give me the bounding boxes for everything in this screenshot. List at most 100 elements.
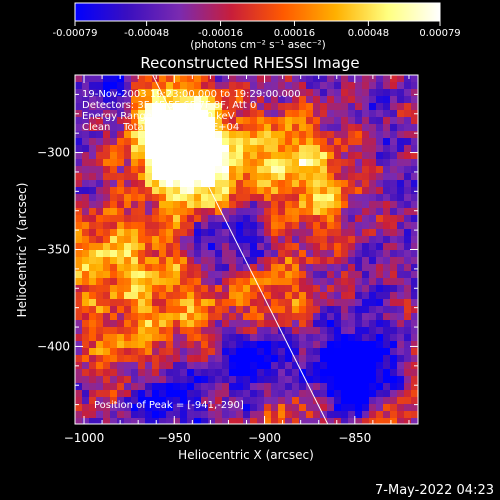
heatmap-cell [264,362,272,370]
heatmap-cell [362,334,370,342]
heatmap-cell [159,236,167,244]
heatmap-cell [362,159,370,167]
heatmap-cell [383,292,391,300]
heatmap-cell [75,145,83,153]
heatmap-cell [299,236,307,244]
heatmap-cell [383,145,391,153]
heatmap-cell [138,173,146,181]
heatmap-cell [138,124,146,132]
heatmap-cell [306,229,314,237]
heatmap-cell [173,369,181,377]
heatmap-cell [257,257,265,265]
heatmap-cell [250,313,258,321]
heatmap-cell [397,334,405,342]
heatmap-cell [166,278,174,286]
heatmap-cell [334,173,342,181]
heatmap-cell [89,355,97,363]
heatmap-cell [313,103,321,111]
heatmap-cell [215,397,223,405]
heatmap-cell [187,131,195,139]
heatmap-cell [313,173,321,181]
heatmap-cell [390,306,398,314]
heatmap-cell [110,152,118,160]
heatmap-cell [131,390,139,398]
heatmap-cell [110,418,118,424]
heatmap-cell [201,89,209,97]
heatmap-cell [306,341,314,349]
heatmap-cell [180,166,188,174]
heatmap-cell [278,250,286,258]
heatmap-cell [243,110,251,118]
heatmap-cell [306,383,314,391]
heatmap-cell [271,299,279,307]
heatmap-cell [117,166,125,174]
heatmap-cell [278,257,286,265]
heatmap-cell [82,278,90,286]
heatmap-cell [124,229,132,237]
heatmap-cell [411,159,418,167]
heatmap-cell [362,166,370,174]
heatmap-cell [411,173,418,181]
heatmap-cell [411,418,418,424]
heatmap-cell [271,229,279,237]
heatmap-cell [341,313,349,321]
heatmap-cell [138,306,146,314]
heatmap-cell [117,411,125,419]
heatmap-cell [299,173,307,181]
heatmap-cell [271,257,279,265]
heatmap-cell [82,306,90,314]
heatmap-cell [201,173,209,181]
heatmap-cell [201,180,209,188]
heatmap-cell [362,313,370,321]
heatmap-cell [138,327,146,335]
heatmap-cell [110,166,118,174]
heatmap-cell [131,404,139,412]
heatmap-cell [376,334,384,342]
heatmap-cell [75,320,83,328]
heatmap-cell [257,264,265,272]
heatmap-cell [229,299,237,307]
heatmap-cell [89,201,97,209]
heatmap-cell [173,264,181,272]
heatmap-cell [236,313,244,321]
y-axis-label: Heliocentric Y (arcsec) [15,183,29,318]
heatmap-cell [243,411,251,419]
heatmap-cell [397,313,405,321]
heatmap-cell [222,124,230,132]
heatmap-cell [411,236,418,244]
heatmap-cell [194,362,202,370]
heatmap-cell [145,313,153,321]
heatmap-cell [348,306,356,314]
heatmap-cell [327,355,335,363]
heatmap-cell [264,327,272,335]
heatmap-cell [131,215,139,223]
heatmap-cell [376,257,384,265]
heatmap-cell [215,243,223,251]
heatmap-cell [341,362,349,370]
heatmap-cell [404,138,412,146]
heatmap-cell [145,362,153,370]
heatmap-cell [285,271,293,279]
heatmap-cell [334,243,342,251]
heatmap-cell [278,285,286,293]
heatmap-cell [264,320,272,328]
heatmap-cell [404,306,412,314]
heatmap-cell [341,334,349,342]
heatmap-cell [208,320,216,328]
heatmap-cell [362,292,370,300]
heatmap-cell [173,229,181,237]
heatmap-cell [390,278,398,286]
heatmap-cell [369,103,377,111]
heatmap-cell [250,411,258,419]
heatmap-cell [103,194,111,202]
heatmap-cell [145,110,153,118]
heatmap-cell [236,110,244,118]
heatmap-cell [75,208,83,216]
heatmap-cell [313,306,321,314]
heatmap-cell [292,397,300,405]
heatmap-cell [96,208,104,216]
heatmap-cell [215,257,223,265]
heatmap-cell [159,355,167,363]
heatmap-cell [348,278,356,286]
heatmap-cell [145,208,153,216]
